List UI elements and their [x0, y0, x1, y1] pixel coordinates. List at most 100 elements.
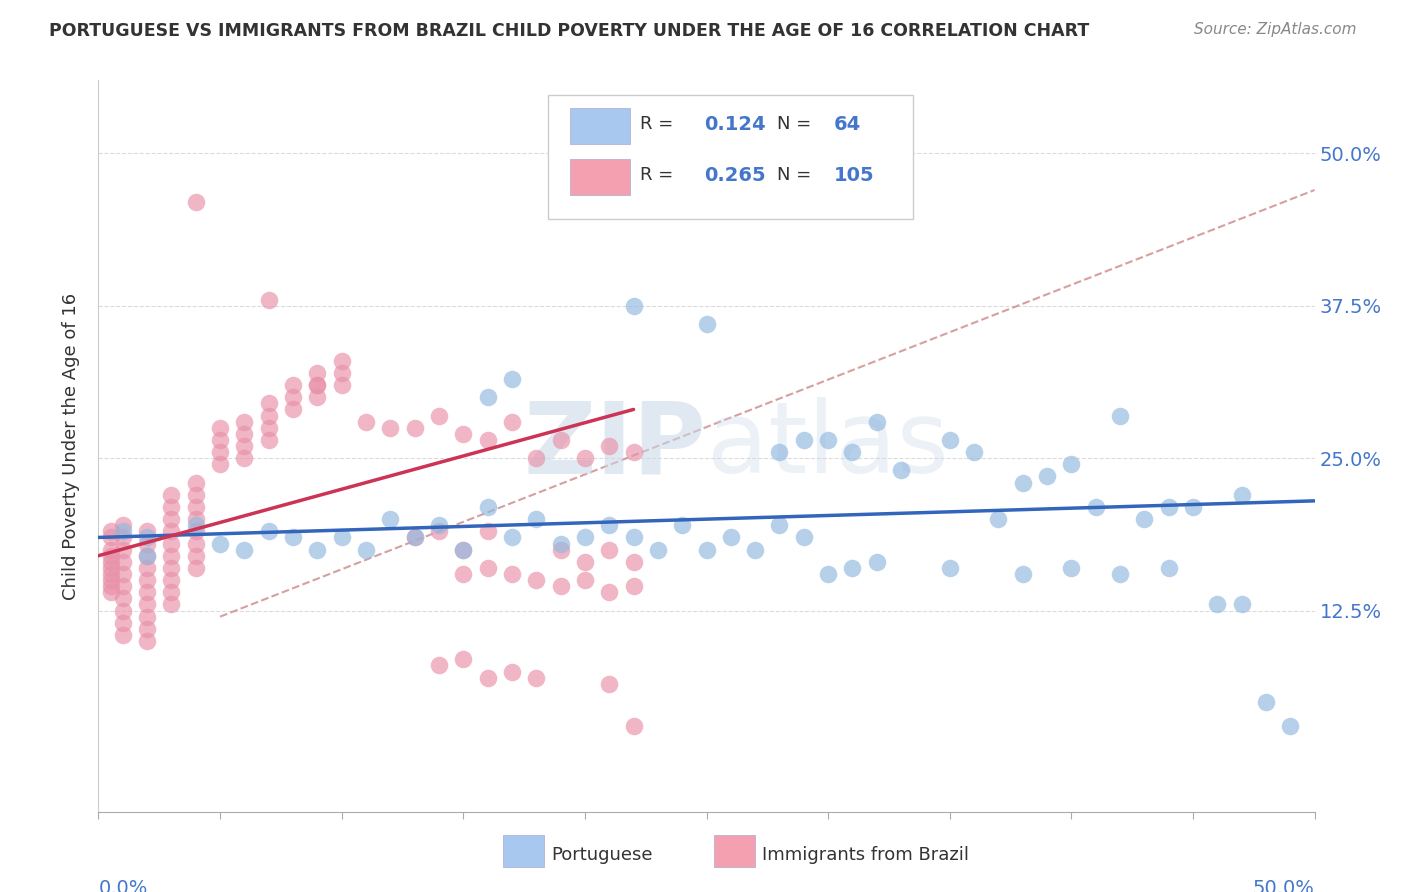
Point	[477, 433, 499, 447]
Point	[477, 561, 499, 575]
Point	[939, 433, 962, 447]
Point	[184, 500, 207, 514]
Point	[768, 518, 790, 533]
Point	[209, 536, 232, 550]
Point	[111, 518, 134, 533]
Point	[524, 671, 547, 685]
Point	[257, 524, 280, 539]
Text: R =: R =	[640, 115, 679, 133]
Point	[136, 536, 159, 550]
Text: 0.265: 0.265	[704, 166, 766, 185]
Point	[111, 530, 134, 544]
Point	[477, 500, 499, 514]
Point	[550, 579, 572, 593]
Point	[1084, 500, 1107, 514]
Point	[477, 390, 499, 404]
Point	[307, 378, 329, 392]
Point	[817, 433, 839, 447]
Point	[160, 585, 183, 599]
Point	[160, 488, 183, 502]
Point	[100, 567, 122, 582]
Point	[598, 542, 620, 557]
Point	[501, 530, 523, 544]
Point	[136, 609, 159, 624]
Point	[160, 598, 183, 612]
Point	[1011, 475, 1033, 490]
Point	[1254, 695, 1277, 709]
Point	[1109, 567, 1132, 582]
Point	[307, 366, 329, 380]
Point	[111, 524, 134, 539]
Point	[453, 652, 475, 666]
Point	[209, 458, 232, 472]
Point	[1182, 500, 1205, 514]
Point	[817, 567, 839, 582]
Point	[1279, 719, 1302, 733]
Point	[501, 372, 523, 386]
Point	[550, 433, 572, 447]
Point	[100, 585, 122, 599]
Y-axis label: Child Poverty Under the Age of 16: Child Poverty Under the Age of 16	[62, 293, 80, 599]
Point	[623, 719, 645, 733]
Point	[257, 293, 280, 307]
Point	[696, 542, 718, 557]
Point	[136, 634, 159, 648]
Point	[987, 512, 1010, 526]
Point	[696, 317, 718, 331]
Point	[623, 299, 645, 313]
Point	[574, 555, 596, 569]
Point	[281, 390, 304, 404]
Point	[184, 536, 207, 550]
Point	[330, 530, 353, 544]
Point	[744, 542, 766, 557]
Point	[501, 665, 523, 679]
Point	[1011, 567, 1033, 582]
Point	[136, 622, 159, 636]
Point	[1133, 512, 1156, 526]
Point	[1036, 469, 1059, 483]
Point	[427, 524, 450, 539]
Text: N =: N =	[778, 167, 817, 185]
Point	[307, 390, 329, 404]
Point	[550, 542, 572, 557]
Point	[233, 451, 256, 466]
Point	[136, 524, 159, 539]
Point	[768, 445, 790, 459]
Point	[453, 542, 475, 557]
Point	[1230, 598, 1253, 612]
Point	[136, 549, 159, 563]
Point	[623, 555, 645, 569]
Point	[111, 579, 134, 593]
Point	[671, 518, 693, 533]
FancyBboxPatch shape	[571, 108, 630, 144]
Point	[477, 524, 499, 539]
Text: Immigrants from Brazil: Immigrants from Brazil	[762, 846, 969, 863]
Point	[866, 555, 889, 569]
Point	[281, 530, 304, 544]
Point	[111, 555, 134, 569]
Point	[623, 579, 645, 593]
Point	[330, 353, 353, 368]
Point	[136, 530, 159, 544]
Point	[550, 536, 572, 550]
Point	[647, 542, 669, 557]
Point	[1230, 488, 1253, 502]
Point	[524, 512, 547, 526]
Point	[160, 561, 183, 575]
Point	[598, 585, 620, 599]
Text: Portuguese: Portuguese	[551, 846, 652, 863]
Point	[330, 366, 353, 380]
Point	[257, 433, 280, 447]
Point	[209, 421, 232, 435]
Point	[233, 415, 256, 429]
Point	[524, 573, 547, 587]
Point	[100, 549, 122, 563]
Point	[184, 488, 207, 502]
Point	[281, 402, 304, 417]
Point	[111, 567, 134, 582]
Point	[1157, 500, 1180, 514]
Point	[477, 671, 499, 685]
Point	[354, 542, 377, 557]
Point	[233, 542, 256, 557]
Point	[330, 378, 353, 392]
